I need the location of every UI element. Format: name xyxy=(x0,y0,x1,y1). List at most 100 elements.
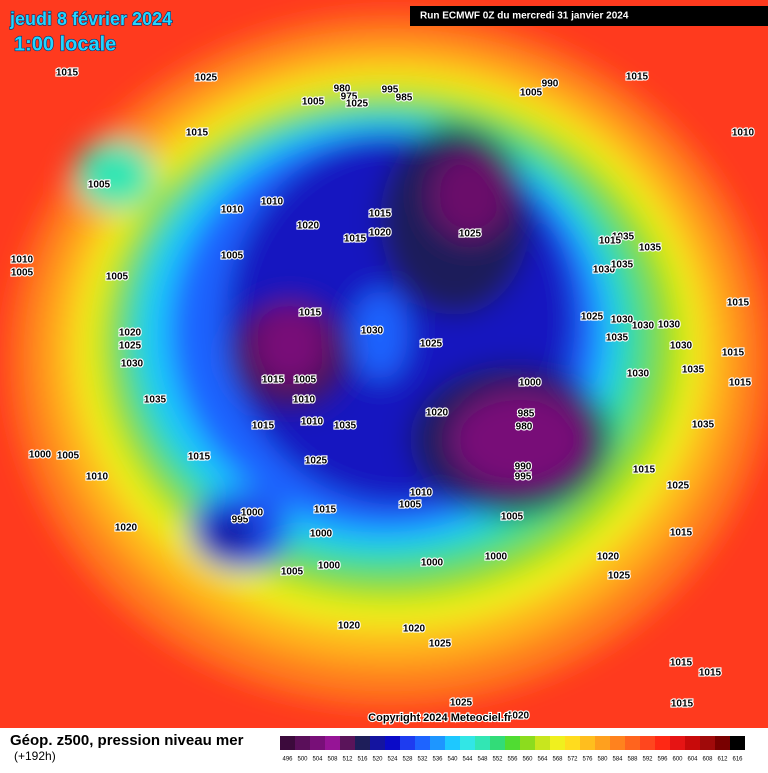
isobar-label: 1035 xyxy=(611,260,634,271)
colorbar-cell xyxy=(730,736,745,750)
isobar-label: 1005 xyxy=(11,268,34,279)
colorbar-cell xyxy=(280,736,295,750)
colorbar-label: 612 xyxy=(717,757,728,763)
colorbar-label: 564 xyxy=(537,757,548,763)
isobar-label: 1020 xyxy=(507,711,530,722)
colorbar-label: 604 xyxy=(687,757,698,763)
colorbar-label: 560 xyxy=(522,757,533,763)
colorbar-cell xyxy=(610,736,625,750)
colorbar-label: 540 xyxy=(447,757,458,763)
colorbar-label: 524 xyxy=(387,757,398,763)
isobar-label: 1025 xyxy=(119,341,142,352)
isobar-label: 1030 xyxy=(121,359,144,370)
colorbar-cell xyxy=(430,736,445,750)
isobar-label: 995 xyxy=(232,515,249,526)
colorbar-label: 588 xyxy=(627,757,638,763)
isobar-label: 1015 xyxy=(186,128,209,139)
colorbar-cell xyxy=(520,736,535,750)
isobar-label: 1020 xyxy=(369,228,392,239)
run-banner xyxy=(410,6,768,26)
isobar-label: 1015 xyxy=(671,699,694,710)
colorbar-cell xyxy=(445,736,460,750)
colorbar-label: 584 xyxy=(612,757,623,763)
colorbar-cell xyxy=(475,736,490,750)
isobar-label: 1000 xyxy=(485,552,508,563)
isobar-label: 1025 xyxy=(420,339,443,350)
colorbar-cell xyxy=(385,736,400,750)
isobar-label: 1005 xyxy=(501,512,524,523)
colorbar-cell xyxy=(355,736,370,750)
colorbar-label: 552 xyxy=(492,757,503,763)
colorbar-label: 520 xyxy=(372,757,383,763)
colorbar-label: 572 xyxy=(567,757,578,763)
isobar-label: 975 xyxy=(341,92,358,103)
isobar-label: 1025 xyxy=(429,639,452,650)
isobar-label: 985 xyxy=(518,409,535,420)
colorbar-label: 544 xyxy=(462,757,473,763)
isobar-label: 1000 xyxy=(241,508,264,519)
isobar-label: 1015 xyxy=(262,375,285,386)
isobar-label: 1015 xyxy=(729,378,752,389)
isobar-label: 1020 xyxy=(119,328,142,339)
isobar-label: 1025 xyxy=(195,73,218,84)
isobar-label: 985 xyxy=(396,93,413,104)
colorbar-cell xyxy=(295,736,310,750)
isobar-label: 1025 xyxy=(305,456,328,467)
isobar-label: 1000 xyxy=(318,561,341,572)
colorbar-label: 616 xyxy=(732,757,743,763)
colorbar-cell xyxy=(640,736,655,750)
isobar-label: 995 xyxy=(515,472,532,483)
colorbar-cell xyxy=(535,736,550,750)
isobar-label: 1025 xyxy=(608,571,631,582)
copyright: Copyright 2024 Meteociel.fr xyxy=(368,712,512,724)
isobar-label: 1015 xyxy=(722,348,745,359)
isobar-label: 1005 xyxy=(520,88,543,99)
forecast-time: 1:00 locale xyxy=(14,33,116,55)
colorbar-cell xyxy=(550,736,565,750)
colorbar-cell xyxy=(700,736,715,750)
isobar-label: 1015 xyxy=(314,505,337,516)
isobar-label: 1025 xyxy=(581,312,604,323)
isobar-label: 1030 xyxy=(593,265,616,276)
isobar-label: 1010 xyxy=(11,255,34,266)
colorbar-cell xyxy=(310,736,325,750)
colorbar-cell xyxy=(505,736,520,750)
isobar-label: 1010 xyxy=(732,128,755,139)
colorbar-label: 608 xyxy=(702,757,713,763)
colorbar-cell xyxy=(655,736,670,750)
isobar-label: 1030 xyxy=(611,315,634,326)
isobar-label: 1010 xyxy=(86,472,109,483)
isobar-label: 1030 xyxy=(627,369,650,380)
colorbar-label: 512 xyxy=(342,757,353,763)
isobar-label: 1015 xyxy=(56,68,79,79)
isobar-label: 1015 xyxy=(599,236,622,247)
run-info: Run ECMWF 0Z du mercredi 31 janvier 2024 xyxy=(420,11,629,22)
isobar-label: 1025 xyxy=(346,99,369,110)
isobar-label: 1015 xyxy=(670,658,693,669)
isobar-label: 1035 xyxy=(606,333,629,344)
colorbar-label: 548 xyxy=(477,757,488,763)
isobar-label: 1035 xyxy=(334,421,357,432)
isobar-label: 980 xyxy=(516,422,533,433)
isobar-label: 1015 xyxy=(699,668,722,679)
isobar-label: 1005 xyxy=(88,180,111,191)
isobar-label: 1015 xyxy=(188,452,211,463)
isobar-label: 1030 xyxy=(670,341,693,352)
colorbar-cell xyxy=(685,736,700,750)
isobar-label: 1035 xyxy=(144,395,167,406)
footer-title: Géop. z500, pression niveau mer xyxy=(10,732,244,749)
colorbar-label: 508 xyxy=(327,757,338,763)
isobar-label: 1015 xyxy=(633,465,656,476)
colorbar-label: 500 xyxy=(297,757,308,763)
isobar-label: 1020 xyxy=(115,523,138,534)
colorbar-label: 504 xyxy=(312,757,323,763)
colorbar-label: 556 xyxy=(507,757,518,763)
colorbar-cell xyxy=(370,736,385,750)
isobar-label: 1015 xyxy=(369,209,392,220)
colorbar: 496 500 504 508 512 516 520 524 528 532 536 540 544 5… xyxy=(280,736,745,763)
colorbar-cell xyxy=(625,736,640,750)
isobar-label: 1020 xyxy=(597,552,620,563)
colorbar-label: 580 xyxy=(597,757,608,763)
forecast-date: jeudi 8 février 2024 xyxy=(9,9,172,29)
